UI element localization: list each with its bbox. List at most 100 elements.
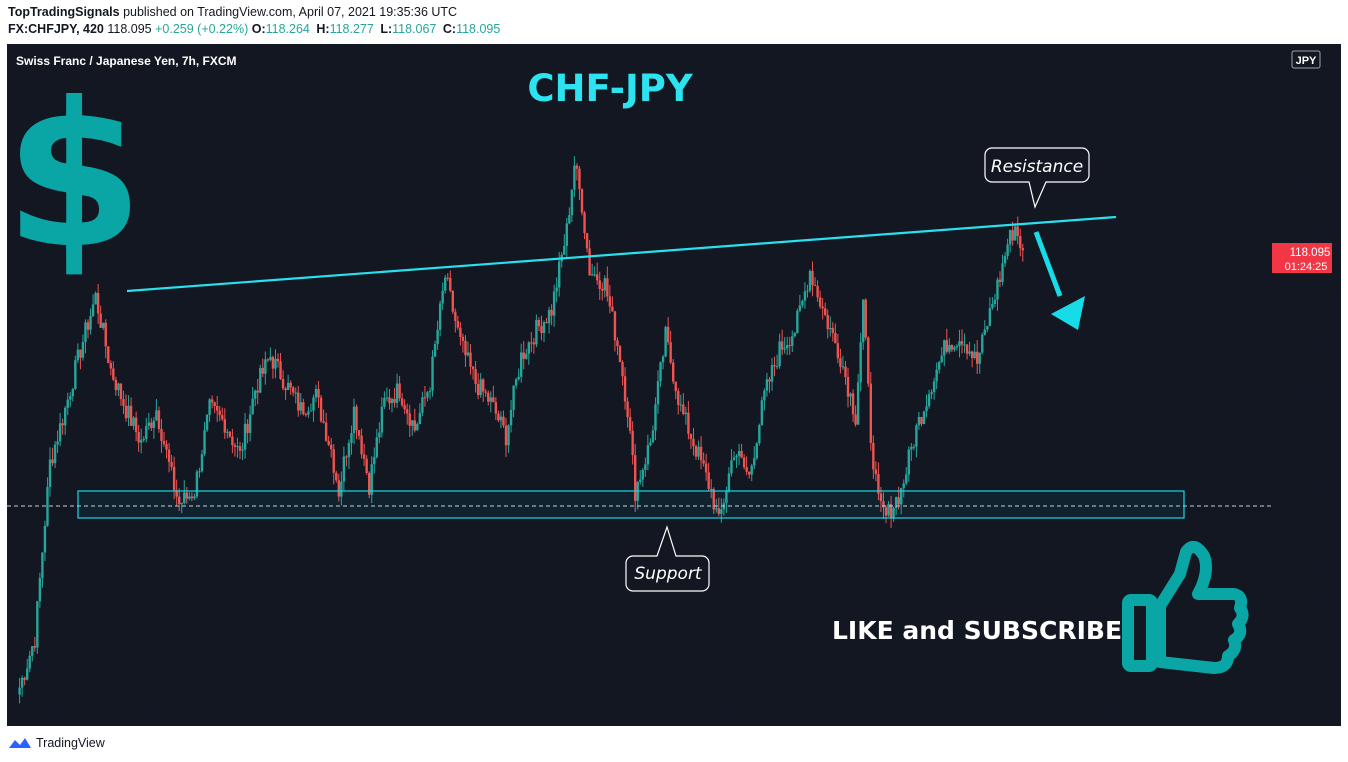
candle-body bbox=[433, 343, 437, 357]
candles-layer bbox=[18, 156, 1024, 704]
candle-body bbox=[930, 392, 933, 395]
candle-body bbox=[269, 356, 272, 360]
candle-body bbox=[23, 677, 26, 680]
candle-body bbox=[423, 397, 427, 399]
candle-body bbox=[335, 472, 338, 481]
candle-body bbox=[945, 340, 948, 352]
support-callout[interactable]: Support bbox=[625, 525, 710, 592]
candle-body bbox=[631, 430, 634, 456]
candle-body bbox=[365, 458, 368, 474]
time-tick-label: 18 bbox=[395, 706, 409, 720]
chart-background bbox=[7, 44, 1341, 726]
candle-body bbox=[362, 454, 366, 459]
candle-body bbox=[373, 457, 376, 465]
candle-body bbox=[981, 334, 984, 353]
candle-body bbox=[603, 278, 606, 291]
candle-body bbox=[968, 351, 971, 354]
candle-body bbox=[829, 327, 832, 330]
candle-body bbox=[545, 322, 548, 324]
tradingview-footer[interactable]: TradingView bbox=[8, 736, 105, 750]
candle-body bbox=[446, 277, 449, 279]
candle-body bbox=[411, 420, 414, 426]
candle-body bbox=[547, 309, 551, 324]
candle-body bbox=[56, 441, 59, 445]
candle-body bbox=[302, 402, 305, 415]
candle-body bbox=[938, 362, 941, 370]
candle-body bbox=[203, 430, 206, 455]
candle-body bbox=[147, 422, 150, 426]
tradingview-logo-icon bbox=[9, 738, 31, 748]
author-name[interactable]: TopTradingSignals bbox=[8, 5, 120, 19]
candle-body bbox=[910, 446, 913, 450]
candle-body bbox=[542, 322, 546, 333]
candle-body bbox=[1021, 248, 1024, 251]
candle-body bbox=[793, 332, 796, 337]
candle-body bbox=[327, 440, 330, 445]
candle-body bbox=[213, 402, 216, 407]
resistance-callout[interactable]: Resistance bbox=[984, 147, 1090, 209]
candle-body bbox=[476, 384, 480, 396]
candle-body bbox=[727, 473, 731, 492]
candle-body bbox=[279, 361, 282, 379]
candle-body bbox=[753, 458, 756, 466]
candle-body bbox=[537, 320, 541, 327]
candle-body bbox=[122, 399, 125, 406]
price-tick-label: 114.960 bbox=[1284, 665, 1327, 679]
candle-body bbox=[36, 601, 39, 648]
candle-body bbox=[618, 346, 622, 363]
candle-body bbox=[360, 435, 363, 455]
time-tick-label: 15 bbox=[615, 706, 629, 720]
candle-body bbox=[1003, 256, 1007, 264]
candle-body bbox=[839, 358, 842, 367]
candle-body bbox=[970, 351, 974, 359]
candle-body bbox=[1006, 244, 1009, 257]
candle-body bbox=[456, 320, 460, 328]
candle-body bbox=[773, 365, 776, 367]
support-zone[interactable] bbox=[77, 490, 1185, 519]
candle-body bbox=[79, 349, 82, 358]
time-tick-label: May bbox=[1207, 706, 1230, 720]
candle-body bbox=[127, 405, 130, 419]
candle-body bbox=[654, 404, 657, 431]
candle-body bbox=[48, 459, 52, 488]
candle-body bbox=[644, 464, 647, 470]
price-tick-label: 115.450 bbox=[1284, 598, 1327, 612]
close-value: 118.095 bbox=[456, 22, 501, 36]
candle-body bbox=[124, 405, 128, 419]
candle-body bbox=[687, 412, 690, 434]
candle-body bbox=[304, 414, 308, 416]
candle-body bbox=[783, 348, 786, 350]
candle-body bbox=[109, 363, 112, 369]
resistance-line[interactable] bbox=[126, 215, 1117, 293]
candle-body bbox=[623, 376, 627, 402]
candle-body bbox=[915, 425, 918, 447]
candle-body bbox=[932, 381, 936, 393]
candle-body bbox=[621, 362, 624, 377]
candle-body bbox=[877, 474, 880, 494]
candle-body bbox=[266, 359, 270, 361]
time-tick-label: 14 bbox=[145, 706, 159, 720]
price-tick-label: 116.300 bbox=[1284, 484, 1327, 498]
candle-body bbox=[920, 417, 923, 424]
candle-body bbox=[661, 356, 665, 363]
candle-body bbox=[107, 346, 110, 364]
candle-body bbox=[492, 397, 495, 403]
candle-body bbox=[897, 497, 900, 505]
candle-body bbox=[598, 280, 601, 289]
candle-body bbox=[666, 326, 670, 343]
candle-body bbox=[568, 215, 571, 224]
candle-body bbox=[137, 431, 140, 443]
candle-body bbox=[499, 416, 503, 421]
candle-body bbox=[851, 393, 855, 415]
time-axis[interactable]: Dec 14 2021 18 Feb 15 Mar 15 Apr 19 May bbox=[43, 706, 1229, 720]
candle-body bbox=[659, 362, 662, 382]
candle-body bbox=[641, 469, 644, 480]
candle-body bbox=[504, 425, 508, 446]
candle-body bbox=[715, 508, 718, 510]
candle-body bbox=[132, 417, 135, 426]
candle-body bbox=[502, 416, 505, 426]
candle-body bbox=[750, 465, 753, 475]
candle-body bbox=[535, 320, 538, 345]
candle-body bbox=[284, 388, 287, 391]
